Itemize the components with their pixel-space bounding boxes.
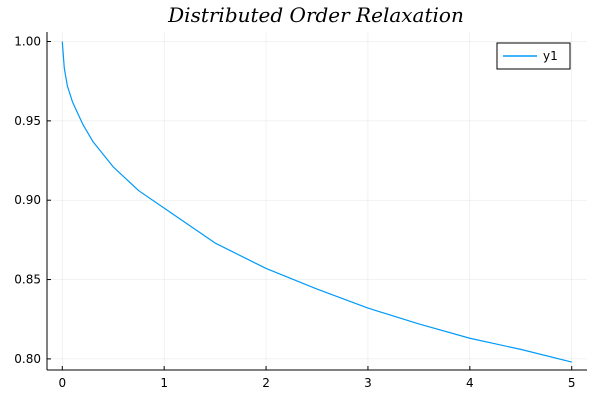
grid [47, 32, 587, 370]
legend-label-y1: y1 [543, 49, 558, 63]
series-layer [61, 41, 572, 363]
y-tick-label-2: 0.90 [14, 193, 41, 207]
axes [46, 32, 587, 371]
y-tick-label-1: 0.85 [14, 273, 41, 287]
x-tick-label-2: 2 [262, 376, 270, 390]
y-tick-label-0: 0.80 [14, 352, 41, 366]
tick-labels: 0 1 2 3 4 5 0.80 0.85 0.90 0.95 1.00 [14, 35, 575, 390]
series-line-y1 [61, 41, 572, 363]
x-tick-label-0: 0 [58, 376, 66, 390]
chart-title: Distributed Order Relaxation [167, 3, 464, 27]
x-tick-label-4: 4 [466, 376, 474, 390]
y-tick-label-3: 0.95 [14, 114, 41, 128]
legend: y1 [496, 42, 571, 70]
x-tick-label-5: 5 [568, 376, 576, 390]
x-tick-label-3: 3 [364, 376, 372, 390]
x-tick-label-1: 1 [160, 376, 168, 390]
y-tick-label-4: 1.00 [14, 35, 41, 49]
